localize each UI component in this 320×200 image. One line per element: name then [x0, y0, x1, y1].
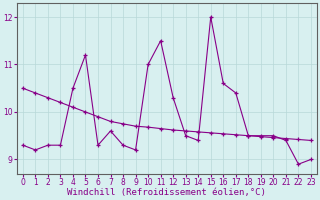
X-axis label: Windchill (Refroidissement éolien,°C): Windchill (Refroidissement éolien,°C) [68, 188, 266, 197]
